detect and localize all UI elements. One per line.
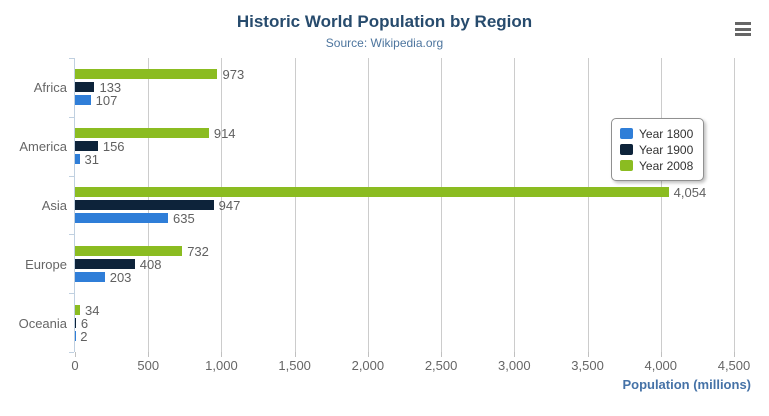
chart-subtitle: Source: Wikipedia.org (325, 36, 444, 50)
legend-swatch-icon (620, 128, 633, 139)
bar-value-label: 732 (187, 243, 209, 259)
x-axis-tick (294, 352, 296, 357)
category-axis-tick (69, 352, 74, 353)
bar-year-1900[interactable] (75, 141, 98, 152)
category-label: Africa (33, 80, 67, 96)
category-label: Europe (25, 256, 67, 272)
gridline (221, 58, 223, 352)
x-axis-tick (734, 352, 735, 357)
x-axis-tick-label: 1,000 (205, 358, 238, 373)
legend: Year 1800 Year 1900 Year 2008 (611, 118, 705, 181)
x-axis-tick-label: 0 (71, 358, 79, 373)
bar-year-1800[interactable] (75, 95, 91, 106)
bar-value-label: 947 (218, 198, 241, 213)
bar-value-label: 408 (139, 256, 162, 272)
x-axis-title: Population (millions) (622, 377, 751, 392)
gridline (514, 58, 516, 352)
x-axis-tick-label: 4,500 (717, 358, 751, 373)
x-axis-tick-label: 2,500 (424, 358, 458, 373)
category-axis-tick (69, 234, 74, 236)
hamburger-menu-icon (735, 22, 751, 25)
category-label: Asia (41, 198, 67, 213)
chart-title: Historic World Population by Region (236, 12, 533, 31)
x-axis-tick-label: 500 (137, 358, 160, 373)
bar-value-label: 203 (109, 269, 132, 285)
legend-item-year-1800[interactable]: Year 1800 (620, 126, 693, 141)
bar-year-1800[interactable] (75, 154, 80, 165)
x-axis-tick-label: 2,000 (351, 358, 385, 373)
category-axis-tick (69, 58, 74, 59)
bar-value-label: 133 (99, 80, 122, 96)
bar-value-label: 973 (222, 67, 245, 83)
x-axis-tick (75, 352, 76, 357)
category-axis-tick (69, 293, 74, 295)
bar-value-label: 4,054 (673, 185, 707, 200)
bar-value-label: 6 (80, 315, 89, 331)
category-label: America (19, 139, 67, 155)
bar-value-label: 635 (172, 211, 195, 226)
bar-value-label: 156 (102, 139, 125, 155)
x-axis-tick (221, 352, 223, 357)
context-menu-button[interactable] (733, 20, 753, 38)
category-axis-tick (69, 175, 74, 177)
x-axis-tick (587, 352, 589, 357)
x-axis-tick (514, 352, 516, 357)
x-axis-tick-label: 3,500 (571, 358, 604, 373)
bar-year-2008[interactable] (75, 187, 669, 197)
category-axis-tick (69, 116, 74, 118)
gridline (660, 58, 662, 352)
bar-value-label: 914 (213, 126, 236, 142)
bar-year-1900[interactable] (75, 317, 76, 328)
bar-year-1800[interactable] (75, 213, 168, 223)
gridline (294, 58, 296, 352)
gridline (587, 58, 589, 352)
legend-item-year-1900[interactable]: Year 1900 (620, 142, 693, 157)
bar-value-label: 34 (84, 302, 100, 318)
legend-label: Year 2008 (639, 158, 694, 173)
plot-area: 973 133 107 914 156 31 4,054 947 635 732 408 203 34 6… (75, 58, 735, 352)
gridline (441, 58, 443, 352)
legend-item-year-2008[interactable]: Year 2008 (620, 158, 693, 173)
gridline (367, 58, 369, 352)
category-axis-line (74, 58, 75, 352)
legend-label: Year 1800 (639, 126, 694, 141)
bar-year-1800[interactable] (75, 271, 105, 282)
x-axis-tick-label: 1,500 (278, 358, 311, 373)
bar-value-label: 107 (95, 93, 118, 109)
legend-label: Year 1900 (639, 142, 694, 157)
x-axis-tick (441, 352, 443, 357)
gridline (734, 58, 735, 352)
bar-year-2008[interactable] (75, 304, 80, 315)
bar-year-1900[interactable] (75, 82, 95, 93)
x-axis-tick-label: 4,000 (644, 358, 678, 373)
hamburger-menu-icon (735, 27, 751, 31)
x-axis-tick (660, 352, 662, 357)
bar-year-1900[interactable] (75, 200, 214, 210)
category-label: Oceania (18, 315, 67, 331)
bar-year-2008[interactable] (75, 128, 209, 139)
legend-swatch-icon (620, 160, 633, 171)
bar-value-label: 31 (84, 152, 99, 168)
bar-year-2008[interactable] (75, 245, 183, 256)
bar-value-label: 2 (80, 328, 88, 344)
x-axis-tick (148, 352, 150, 357)
hamburger-menu-icon (735, 33, 751, 36)
legend-swatch-icon (620, 144, 633, 155)
x-axis-tick (367, 352, 369, 357)
bar-year-1900[interactable] (75, 258, 135, 269)
x-axis-tick-label: 3,000 (498, 358, 531, 373)
bar-year-2008[interactable] (75, 69, 218, 80)
